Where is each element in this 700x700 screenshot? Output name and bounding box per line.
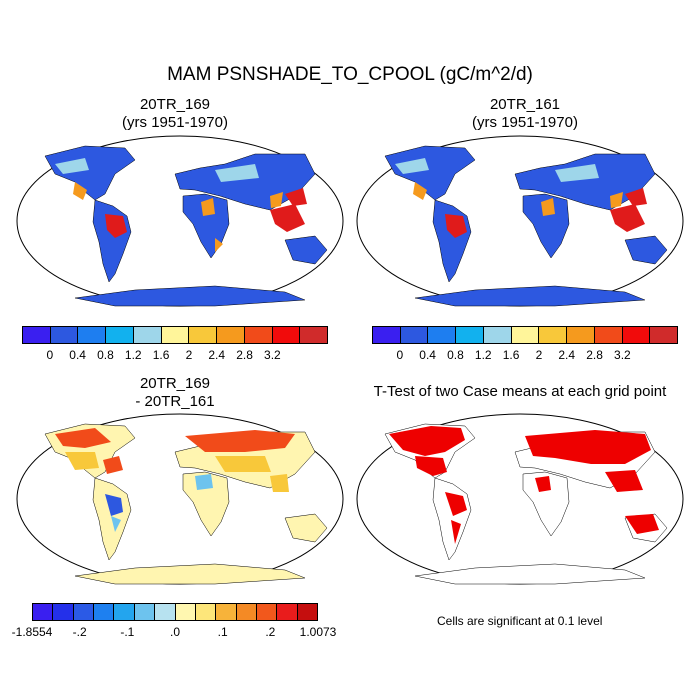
colorbar-tick-label: 2.4 [558,348,576,362]
colorbar-swatch [483,327,512,343]
colorbar-tick-label: .2 [265,625,276,639]
colorbar-tick-label: 2.4 [208,348,226,362]
colorbar-tick-label: 2 [535,348,543,362]
colorbar-right-ticks: 0 0.4 0.8 1.2 1.6 2 2.4 2.8 3.2 [372,348,678,364]
colorbar-swatch [511,327,540,343]
map-20tr169 [16,135,344,307]
colorbar-swatch [300,327,328,343]
colorbar-swatch [622,327,651,343]
colorbar-swatch [277,604,298,620]
colorbar-swatch [539,327,568,343]
colorbar-swatch [195,604,217,620]
colorbar-tick-label: 0 [396,348,404,362]
colorbar-swatch [456,327,484,343]
colorbar-tick-label: 0 [46,348,54,362]
colorbar-swatch [94,604,115,620]
colorbar-tick-label: -1.8554 [11,625,53,639]
panel-title-tl: 20TR_169 (yrs 1951-1970) [100,96,250,132]
land-increase [55,428,295,474]
colorbar-swatch [189,327,218,343]
colorbar-tick-label: .0 [169,625,181,639]
colorbar-tick-label: 1.2 [124,348,142,362]
colorbar-tick-label: .1 [217,625,228,639]
land-light [55,158,259,182]
colorbar-swatch [297,604,318,620]
colorbar-swatch [175,604,196,620]
colorbar-tick-label: 0.8 [447,348,464,362]
panel-bl-line1: 20TR_169 [139,375,211,392]
colorbar-tick-label: 0.4 [69,348,86,362]
colorbar-right [372,326,678,344]
land-blue [44,145,328,307]
colorbar-swatch [650,327,678,343]
land-orange [65,452,289,492]
colorbar-tick-label: 2.8 [236,348,253,362]
colorbar-left [22,326,328,344]
colorbar-swatch [244,327,273,343]
panel-bl-line2: - 20TR_161 [135,393,215,410]
colorbar-left-ticks: 0 0.4 0.8 1.2 1.6 2 2.4 2.8 3.2 [22,348,328,364]
colorbar-diff [32,603,318,621]
colorbar-tick-label: 1.0073 [299,625,337,639]
land-mid [413,182,623,216]
colorbar-swatch [134,604,156,620]
figure-title: MAM PSNSHADE_TO_CPOOL (gC/m^2/d) [167,64,533,85]
colorbar-swatch [428,327,457,343]
colorbar-tick-label: 1.6 [152,348,170,362]
significant-cells [389,426,659,544]
colorbar-tick-label: 2.8 [586,348,603,362]
colorbar-swatch [133,327,162,343]
colorbar-swatch [155,604,176,620]
colorbar-diff-ticks: -1.8554 -.2 -.1 .0 .1 .2 1.0073 [12,625,337,641]
colorbar-swatch [236,604,257,620]
colorbar-swatch [594,327,623,343]
land-light [395,158,599,182]
land-decrease [105,494,123,516]
panel-tl-line1: 20TR_169 [139,96,211,113]
colorbar-swatch [23,327,51,343]
colorbar-tick-label: 3.2 [614,348,631,362]
colorbar-swatch [373,327,401,343]
map-20tr161 [356,135,684,307]
colorbar-swatch [50,327,79,343]
panel-tr-line1: 20TR_161 [489,96,561,113]
colorbar-tick-label: 0.4 [419,348,436,362]
land-high [105,188,307,238]
colorbar-swatch [161,327,190,343]
colorbar-swatch [33,604,54,620]
colorbar-swatch [272,327,301,343]
colorbar-swatch [53,604,74,620]
colorbar-tick-label: 1.6 [502,348,520,362]
map-ttest [356,413,684,585]
map-difference [16,413,344,585]
panel-title-tr: 20TR_161 (yrs 1951-1970) [450,96,600,132]
panel-tl-line2: (yrs 1951-1970) [122,114,228,131]
panel-tr-line2: (yrs 1951-1970) [472,114,578,131]
colorbar-tick-label: 3.2 [264,348,281,362]
colorbar-swatch [106,327,134,343]
land-high [445,188,647,238]
colorbar-tick-label: 2 [185,348,193,362]
panel-title-bl: 20TR_169 - 20TR_161 [100,375,250,411]
land-mid [73,182,283,252]
colorbar-swatch [73,604,95,620]
colorbar-swatch [217,327,245,343]
colorbar-swatch [114,604,135,620]
panel-title-br: T-Test of two Case means at each grid po… [373,383,667,400]
colorbar-tick-label: 0.8 [97,348,114,362]
colorbar-swatch [400,327,429,343]
land-light-blue [111,474,213,532]
colorbar-tick-label: -.2 [72,625,87,639]
colorbar-swatch [567,327,595,343]
colorbar-tick-label: -.1 [120,625,135,639]
colorbar-swatch [256,604,278,620]
colorbar-tick-label: 1.2 [474,348,492,362]
significance-note: Cells are significant at 0.1 level [437,614,603,628]
colorbar-swatch [78,327,107,343]
colorbar-swatch [216,604,237,620]
